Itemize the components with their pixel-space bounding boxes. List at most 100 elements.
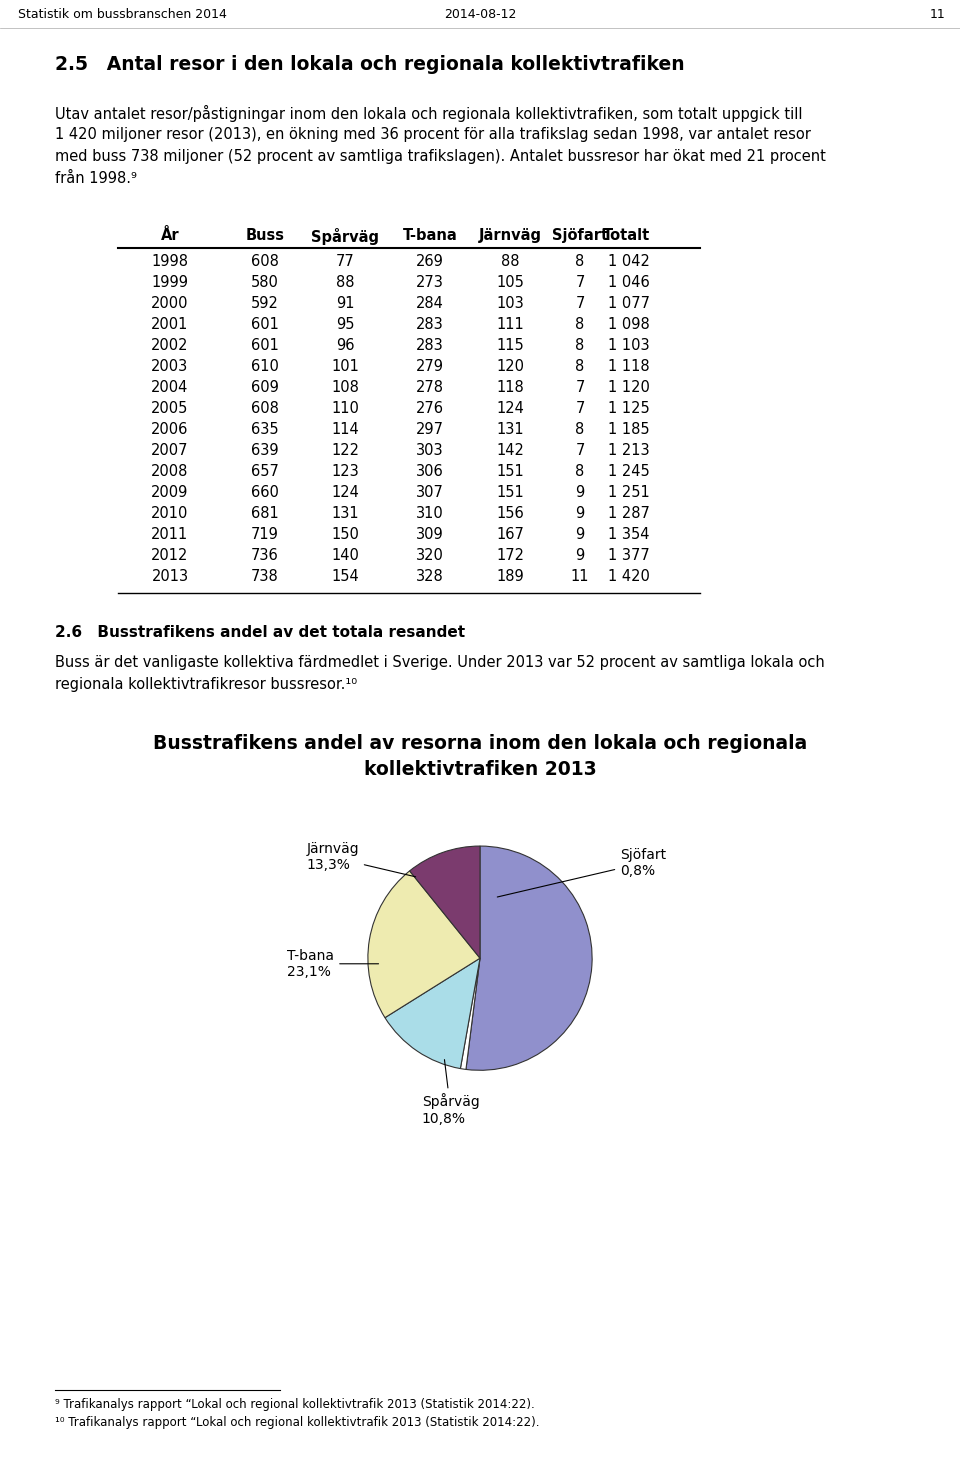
Text: från 1998.⁹: från 1998.⁹	[55, 170, 137, 186]
Text: 306: 306	[416, 464, 444, 479]
Text: 172: 172	[496, 548, 524, 564]
Text: 1998: 1998	[152, 254, 188, 269]
Text: 1 287: 1 287	[608, 506, 650, 521]
Wedge shape	[466, 846, 592, 1070]
Text: 124: 124	[496, 401, 524, 415]
Text: 120: 120	[496, 360, 524, 374]
Text: 154: 154	[331, 570, 359, 584]
Text: 9: 9	[575, 484, 585, 501]
Text: 601: 601	[252, 338, 279, 352]
Text: Sjöfart
0,8%: Sjöfart 0,8%	[497, 849, 666, 897]
Text: 7: 7	[575, 401, 585, 415]
Text: Busstrafikens andel av resorna inom den lokala och regionala: Busstrafikens andel av resorna inom den …	[153, 734, 807, 753]
Text: 1 420 miljoner resor (2013), en ökning med 36 procent för alla trafikslag sedan : 1 420 miljoner resor (2013), en ökning m…	[55, 128, 811, 142]
Text: 114: 114	[331, 421, 359, 437]
Text: 8: 8	[575, 338, 585, 352]
Text: 1 120: 1 120	[608, 380, 650, 395]
Text: 2014-08-12: 2014-08-12	[444, 7, 516, 21]
Text: 1 077: 1 077	[608, 297, 650, 311]
Text: 609: 609	[252, 380, 279, 395]
Text: 8: 8	[575, 317, 585, 332]
Text: 2003: 2003	[152, 360, 188, 374]
Text: 124: 124	[331, 484, 359, 501]
Text: 11: 11	[571, 570, 589, 584]
Wedge shape	[368, 871, 480, 1017]
Text: 1 213: 1 213	[609, 443, 650, 458]
Text: 1 245: 1 245	[609, 464, 650, 479]
Text: 738: 738	[252, 570, 278, 584]
Text: 88: 88	[336, 275, 354, 291]
Text: T-bana
23,1%: T-bana 23,1%	[287, 948, 378, 979]
Text: 269: 269	[416, 254, 444, 269]
Text: 328: 328	[416, 570, 444, 584]
Text: Järnväg: Järnväg	[478, 228, 541, 244]
Text: 140: 140	[331, 548, 359, 564]
Text: 1 042: 1 042	[608, 254, 650, 269]
Text: Sjöfart: Sjöfart	[552, 228, 608, 244]
Text: 115: 115	[496, 338, 524, 352]
Text: 151: 151	[496, 484, 524, 501]
Text: 9: 9	[575, 506, 585, 521]
Text: 681: 681	[252, 506, 278, 521]
Text: 610: 610	[252, 360, 279, 374]
Text: 601: 601	[252, 317, 279, 332]
Text: 167: 167	[496, 527, 524, 542]
Text: 1 103: 1 103	[609, 338, 650, 352]
Text: 2012: 2012	[152, 548, 189, 564]
Text: 150: 150	[331, 527, 359, 542]
Text: Statistik om bussbranschen 2014: Statistik om bussbranschen 2014	[18, 7, 227, 21]
Text: 2011: 2011	[152, 527, 188, 542]
Text: 1 125: 1 125	[609, 401, 650, 415]
Text: 122: 122	[331, 443, 359, 458]
Text: Totalt: Totalt	[603, 228, 650, 244]
Wedge shape	[385, 959, 480, 1069]
Text: 1 046: 1 046	[609, 275, 650, 291]
Text: 303: 303	[417, 443, 444, 458]
Text: 8: 8	[575, 421, 585, 437]
Text: 660: 660	[252, 484, 279, 501]
Text: 608: 608	[252, 401, 279, 415]
Text: 2002: 2002	[152, 338, 189, 352]
Text: 8: 8	[575, 464, 585, 479]
Text: Spårväg: Spårväg	[311, 228, 379, 245]
Text: 111: 111	[496, 317, 524, 332]
Text: 103: 103	[496, 297, 524, 311]
Text: Buss: Buss	[246, 228, 284, 244]
Text: 2008: 2008	[152, 464, 189, 479]
Text: 2.5 Antal resor i den lokala och regionala kollektivtrafiken: 2.5 Antal resor i den lokala och regiona…	[55, 54, 684, 73]
Text: 2006: 2006	[152, 421, 189, 437]
Text: 297: 297	[416, 421, 444, 437]
Text: 189: 189	[496, 570, 524, 584]
Text: 283: 283	[416, 317, 444, 332]
Text: 2005: 2005	[152, 401, 189, 415]
Text: Buss
52,0%: Buss 52,0%	[350, 1144, 403, 1176]
Text: 1999: 1999	[152, 275, 188, 291]
Text: 101: 101	[331, 360, 359, 374]
Text: 1 251: 1 251	[609, 484, 650, 501]
Text: 2009: 2009	[152, 484, 189, 501]
Text: 96: 96	[336, 338, 354, 352]
Text: 8: 8	[575, 254, 585, 269]
Text: Buss är det vanligaste kollektiva färdmedlet i Sverige. Under 2013 var 52 procen: Buss är det vanligaste kollektiva färdme…	[55, 655, 825, 669]
Text: T-bana: T-bana	[402, 228, 457, 244]
Text: 639: 639	[252, 443, 278, 458]
Text: 1 354: 1 354	[609, 527, 650, 542]
Text: 7: 7	[575, 297, 585, 311]
Text: 580: 580	[252, 275, 279, 291]
Text: 91: 91	[336, 297, 354, 311]
Text: 151: 151	[496, 464, 524, 479]
Text: 2010: 2010	[152, 506, 189, 521]
Text: 1 377: 1 377	[609, 548, 650, 564]
Text: ⁹ Trafikanalys rapport “Lokal och regional kollektivtrafik 2013 (Statistik 2014:: ⁹ Trafikanalys rapport “Lokal och region…	[55, 1398, 535, 1411]
Text: 2007: 2007	[152, 443, 189, 458]
Text: 95: 95	[336, 317, 354, 332]
Text: 279: 279	[416, 360, 444, 374]
Text: 736: 736	[252, 548, 278, 564]
Wedge shape	[461, 959, 480, 1069]
Text: 131: 131	[331, 506, 359, 521]
Text: 608: 608	[252, 254, 279, 269]
Text: kollektivtrafiken 2013: kollektivtrafiken 2013	[364, 760, 596, 780]
Text: 310: 310	[416, 506, 444, 521]
Text: 284: 284	[416, 297, 444, 311]
Text: 283: 283	[416, 338, 444, 352]
